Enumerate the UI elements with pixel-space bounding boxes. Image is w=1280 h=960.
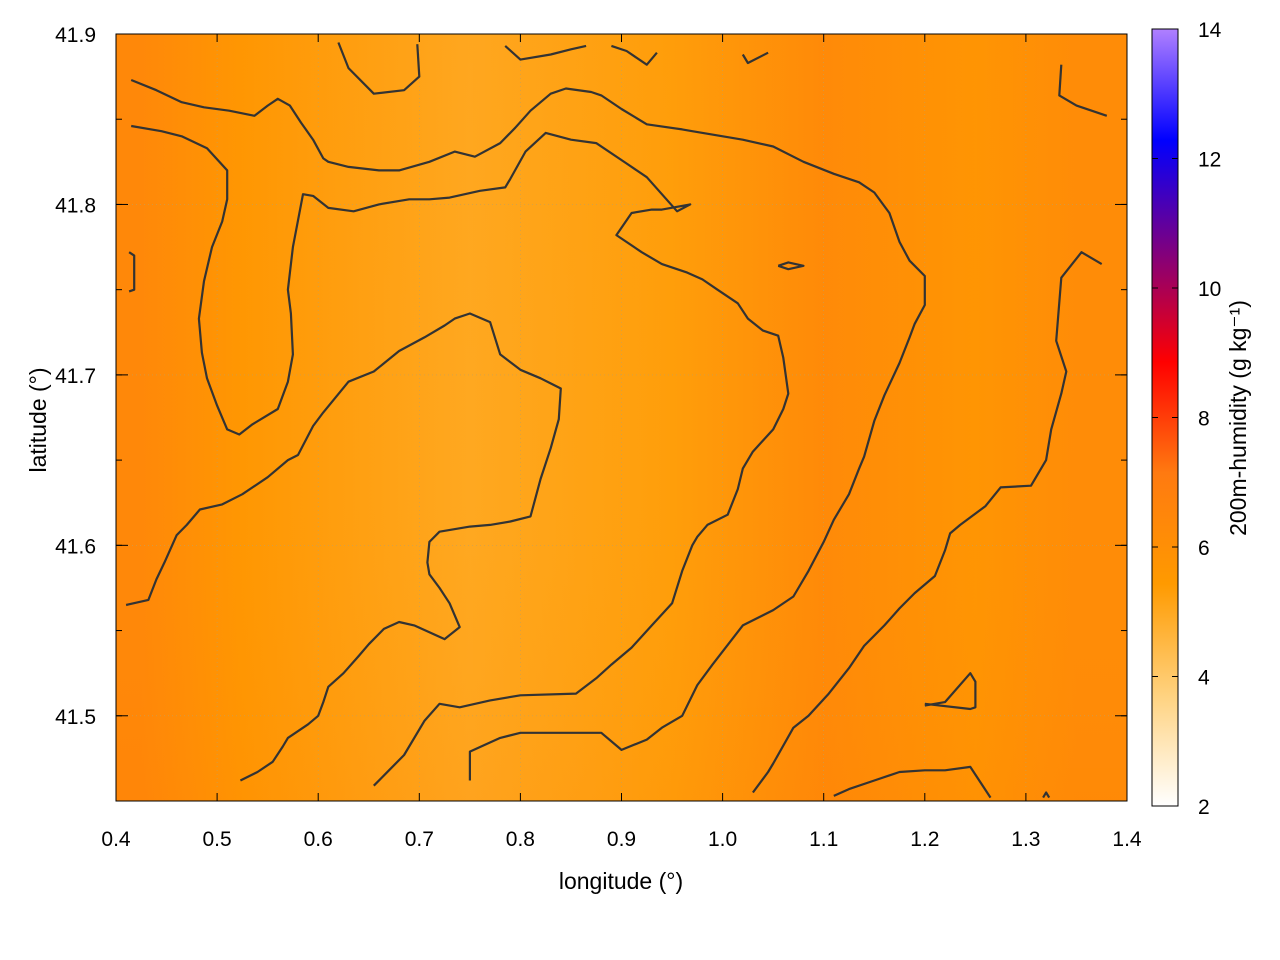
contour-line-c13 xyxy=(128,251,136,293)
contour-line-c3 xyxy=(125,312,562,782)
y-tick-label: 41.9 xyxy=(55,24,96,47)
x-tick-label: 0.8 xyxy=(506,828,535,851)
y-tick-label: 41.8 xyxy=(55,194,96,217)
colorbar-ticks: 2 4 6 8 10 12 14 xyxy=(1152,19,1222,819)
y-axis-label: latitude (°) xyxy=(25,367,51,472)
x-axis-label: longitude (°) xyxy=(559,868,683,894)
contour-line-c1 xyxy=(130,78,926,781)
colorbar-tick-label: 6 xyxy=(1198,537,1210,560)
x-tick-label: 1.3 xyxy=(1011,828,1040,851)
x-tick-label: 1.4 xyxy=(1112,828,1142,851)
x-tick-label: 0.5 xyxy=(202,828,231,851)
contour-line-c7 xyxy=(741,51,769,65)
y-tick-label: 41.6 xyxy=(55,535,96,558)
colorbar-tick-label: 14 xyxy=(1198,19,1222,42)
x-tick-label: 1.2 xyxy=(910,828,939,851)
contour-line-c2 xyxy=(131,124,790,787)
colorbar: 2 4 6 8 10 12 14 200m-humidity (g kg⁻¹) xyxy=(1151,19,1251,819)
colorbar-tick-label: 12 xyxy=(1198,149,1221,172)
heatmap-shade xyxy=(116,34,1127,801)
y-axis-ticks: 41.5 41.6 41.7 41.8 41.9 xyxy=(55,24,1127,802)
contour-line-c10 xyxy=(752,251,1103,794)
colorbar-label: 200m-humidity (g kg⁻¹) xyxy=(1225,300,1251,536)
colorbar-tick-label: 10 xyxy=(1198,278,1221,301)
x-tick-label: 1.0 xyxy=(708,828,737,851)
contour-line-c8 xyxy=(777,261,805,271)
colorbar-tick-label: 2 xyxy=(1198,796,1210,819)
y-tick-label: 41.5 xyxy=(55,706,96,729)
grid-lines xyxy=(116,34,1127,801)
x-axis-ticks: 0.4 0.5 0.6 0.7 0.8 0.9 1.0 1.1 1.2 1.3 1.4 xyxy=(101,34,1142,851)
contour-lines xyxy=(125,42,1108,799)
contour-line-c12 xyxy=(833,765,992,799)
contour-line-c4 xyxy=(337,42,421,95)
x-tick-label: 0.4 xyxy=(101,828,131,851)
contour-line-c6 xyxy=(611,44,658,66)
contour-line-c11 xyxy=(924,672,977,711)
contour-line-c14 xyxy=(1042,791,1051,799)
contour-line-c9 xyxy=(1058,64,1108,117)
x-tick-label: 0.6 xyxy=(304,828,333,851)
y-tick-label: 41.7 xyxy=(55,365,96,388)
colorbar-tick-label: 8 xyxy=(1198,408,1210,431)
x-tick-label: 0.9 xyxy=(607,828,636,851)
x-tick-label: 1.1 xyxy=(809,828,838,851)
plot-area: 0.4 0.5 0.6 0.7 0.8 0.9 1.0 1.1 1.2 1.3 1.4 41.541… xyxy=(55,24,1142,851)
colorbar-tick-label: 4 xyxy=(1198,667,1210,690)
x-tick-label: 0.7 xyxy=(405,828,434,851)
contour-line-c5 xyxy=(504,44,587,61)
